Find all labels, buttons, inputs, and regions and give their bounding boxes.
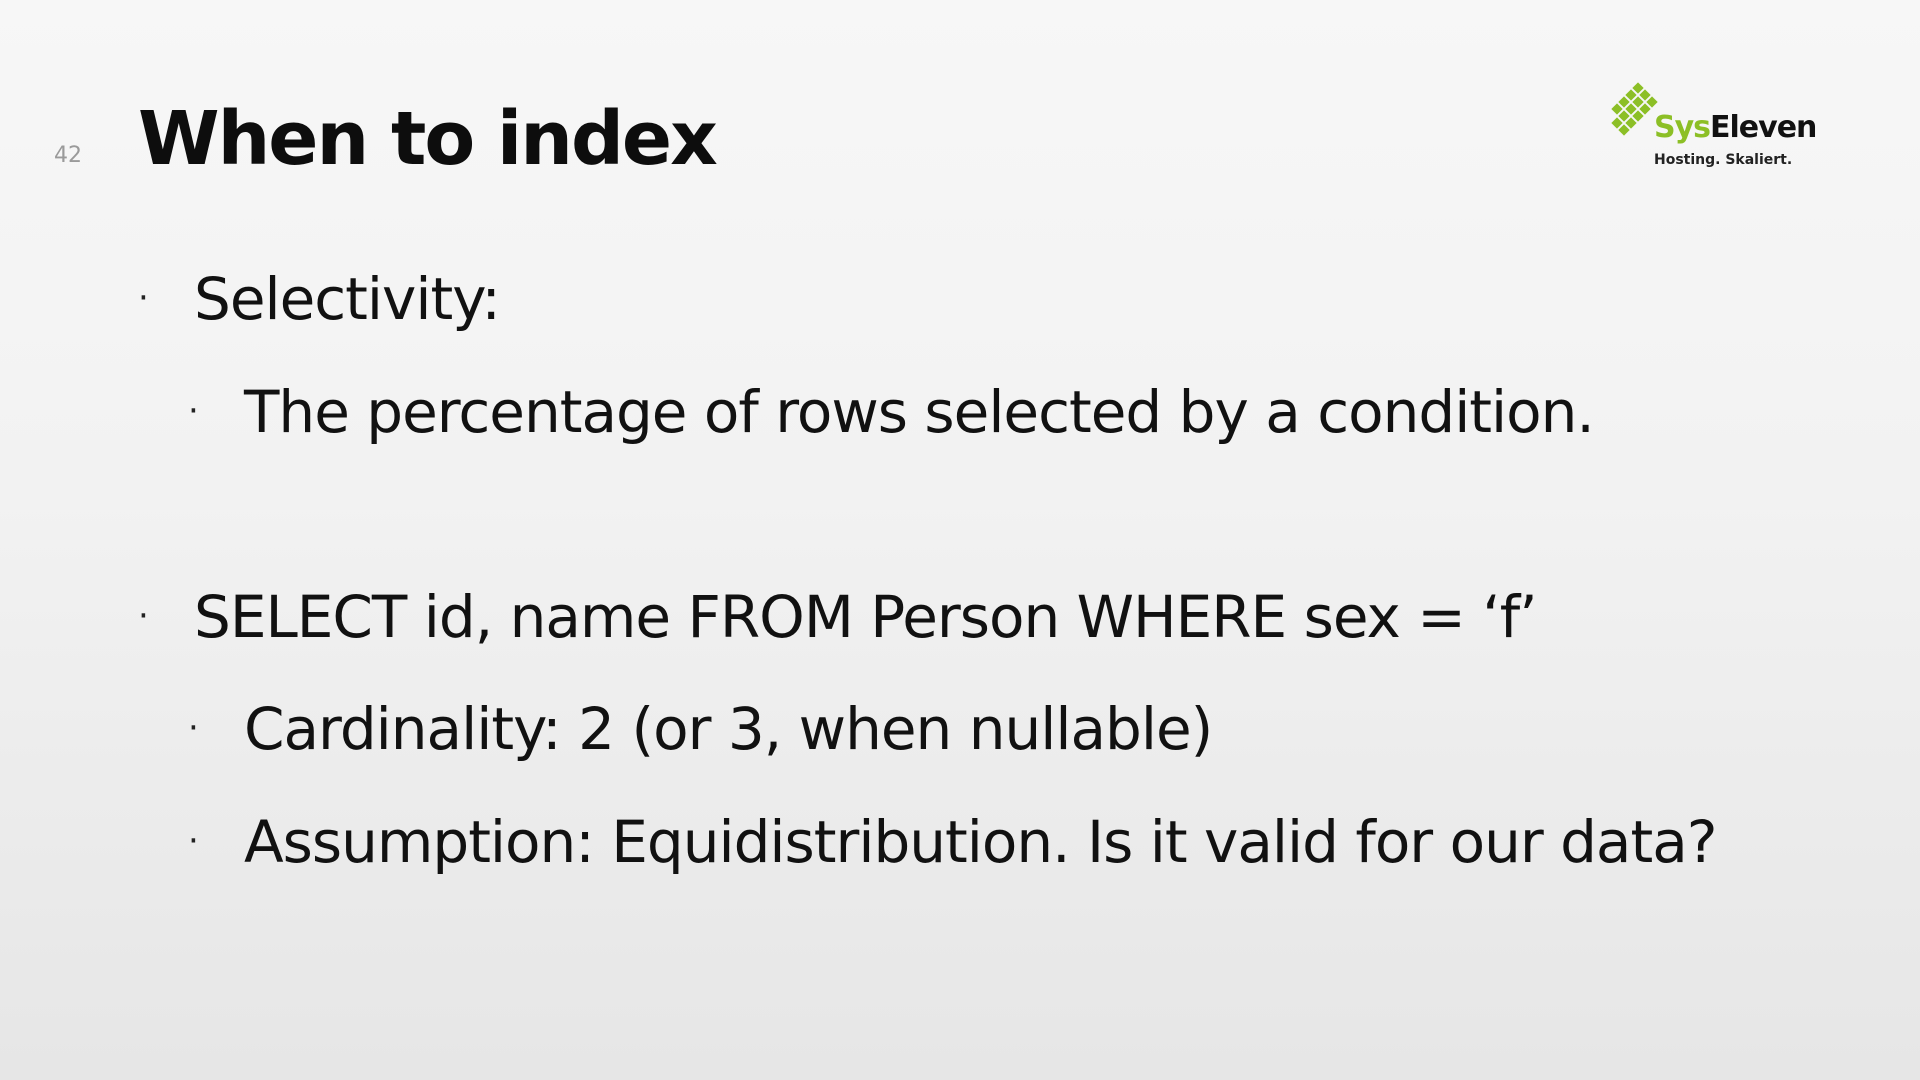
bullet-item: · SELECT id, name FROM Person WHERE sex … bbox=[138, 583, 1538, 651]
sub-bullet-item: · The percentage of rows selected by a c… bbox=[188, 378, 1595, 446]
bullet-dot-icon: · bbox=[188, 391, 199, 431]
bullet-dot-icon: · bbox=[138, 596, 149, 636]
bullet-text: Assumption: Equidistribution. Is it vali… bbox=[244, 808, 1718, 876]
logo-wordmark-sys: Sys bbox=[1654, 110, 1711, 145]
company-logo: SysEleven Hosting. Skaliert. bbox=[1608, 80, 1817, 174]
bullet-text: SELECT id, name FROM Person WHERE sex = … bbox=[194, 583, 1538, 651]
bullet-text: Cardinality: 2 (or 3, when nullable) bbox=[244, 695, 1213, 763]
bullet-item: · Selectivity: bbox=[138, 265, 501, 333]
logo-tagline: Hosting. Skaliert. bbox=[1654, 152, 1793, 168]
bullet-text: The percentage of rows selected by a con… bbox=[244, 378, 1595, 446]
logo-wordmark-eleven: Eleven bbox=[1710, 110, 1817, 145]
logo-wordmark: SysEleven bbox=[1654, 110, 1817, 145]
logo-diamond-grid-icon bbox=[1611, 82, 1658, 136]
bullet-dot-icon: · bbox=[188, 708, 199, 748]
sub-bullet-item: · Cardinality: 2 (or 3, when nullable) bbox=[188, 695, 1213, 763]
slide-title: When to index bbox=[138, 96, 718, 182]
page-number: 42 bbox=[54, 143, 82, 168]
bullet-dot-icon: · bbox=[188, 821, 199, 861]
bullet-text: Selectivity: bbox=[194, 265, 501, 333]
bullet-dot-icon: · bbox=[138, 278, 149, 318]
sub-bullet-item: · Assumption: Equidistribution. Is it va… bbox=[188, 808, 1718, 876]
